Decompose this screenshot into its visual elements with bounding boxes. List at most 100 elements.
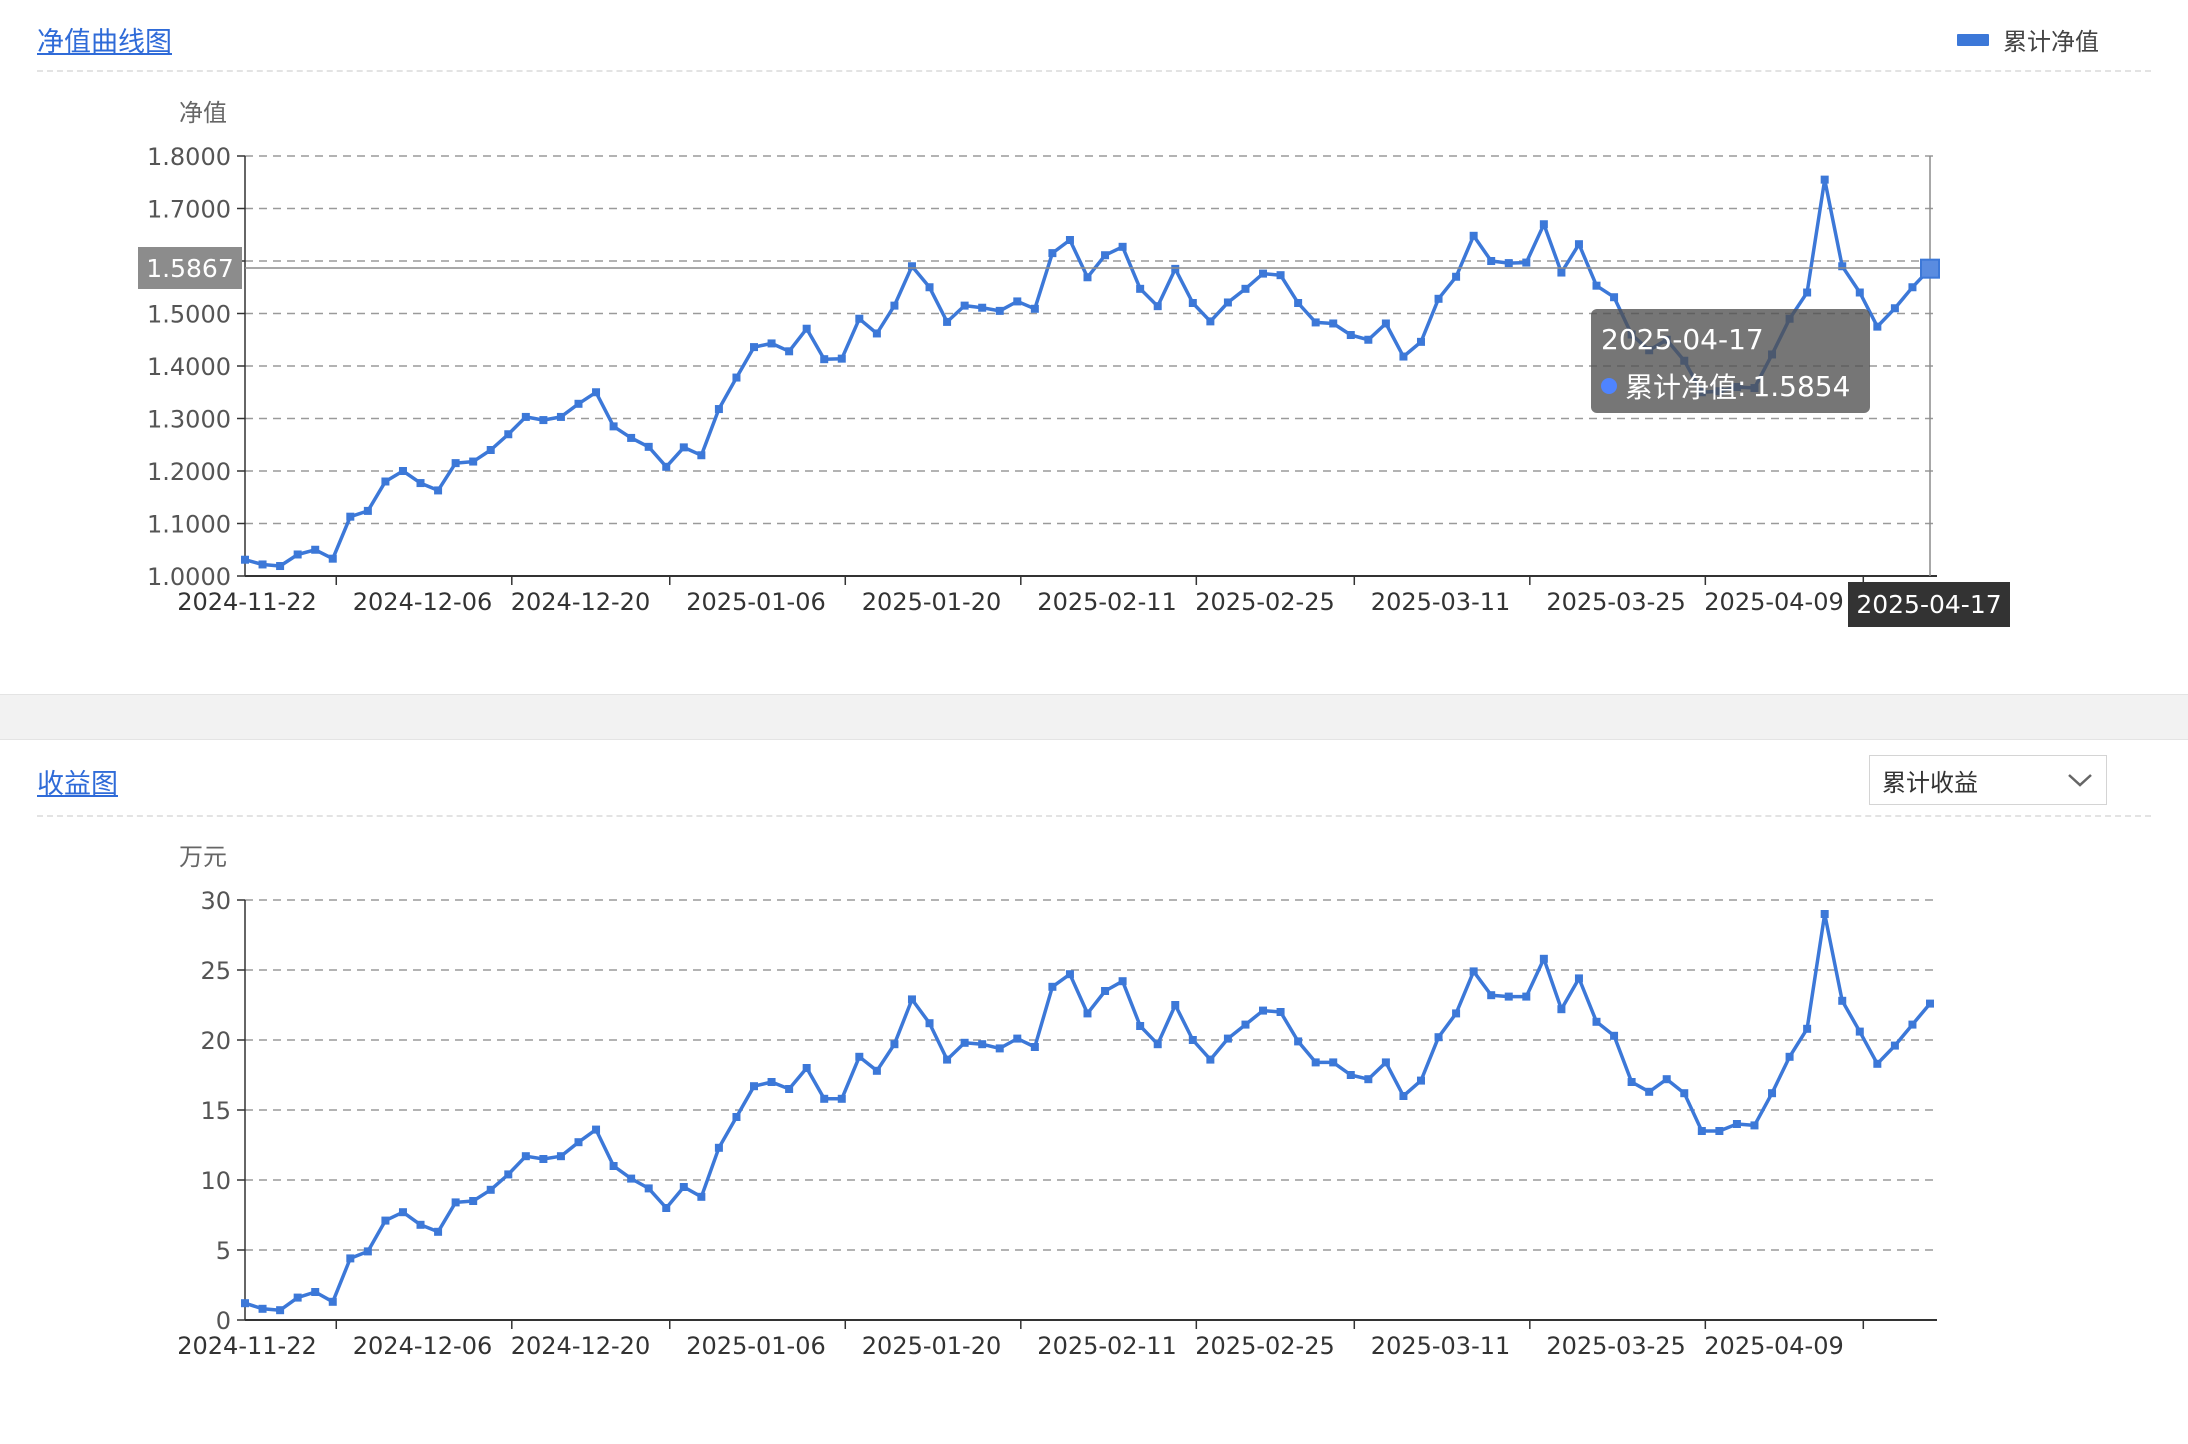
data-point [960,301,969,310]
data-point [1522,258,1531,267]
data-point [398,1208,407,1217]
data-point [1381,319,1390,328]
data-point [1487,257,1496,265]
nav-panel-title[interactable]: 净值曲线图 [37,27,172,58]
data-point [592,388,601,397]
data-point [609,1162,618,1170]
data-point [1627,1078,1636,1086]
x-tick-label: 2024-12-06 [353,588,492,616]
data-point [469,457,478,466]
data-point [1873,322,1882,331]
data-point [995,306,1004,315]
data-point [1803,288,1812,297]
data-point [1118,242,1127,251]
data-point [995,1044,1004,1053]
data-point [890,301,899,310]
x-tick-label: 2025-02-11 [1037,588,1176,616]
x-tick-label: 2025-01-06 [686,1332,825,1360]
data-point [328,1297,337,1306]
data-point [644,1184,653,1193]
data-point [1118,977,1127,986]
data-point [907,995,916,1004]
data-point [539,1155,548,1163]
nav-header-divider [37,70,2151,72]
data-point [381,1216,390,1225]
data-point [1276,271,1285,280]
data-point [662,1204,671,1212]
y-tick-label: 15 [200,1097,231,1125]
data-point [1522,992,1531,1001]
data-point [293,1293,302,1302]
data-point [1890,1041,1899,1050]
data-point [1680,1089,1689,1098]
data-point [644,442,653,451]
data-point [1311,318,1320,327]
data-point [732,373,741,382]
x-tick-label: 2025-01-20 [862,588,1001,616]
data-point [381,477,390,486]
x-tick-label: 2024-12-20 [511,588,650,616]
data-point [1768,1089,1777,1098]
data-point [1101,251,1110,260]
profit-type-select[interactable]: 累计收益 [1869,755,2107,805]
data-point [837,354,846,363]
data-point [767,339,776,348]
data-point [1592,1017,1601,1026]
data-point [1539,954,1548,963]
data-point [802,1064,811,1072]
data-point [346,512,355,521]
data-point [293,550,302,559]
data-point [504,430,513,439]
data-point [1820,910,1829,918]
data-point [872,329,881,338]
data-point [1101,987,1110,995]
data-point [1592,281,1601,290]
profit-line-chart[interactable]: 万元 0 5 10 15 20 25 30 2024-11-22 2024-12-06 2024-1… [0,740,2188,1440]
data-point [1259,1006,1268,1015]
nav-tooltip: 2025-04-17 累计净值 : 1.5854 [1591,309,1870,413]
data-point [1838,262,1847,271]
data-point [1346,1071,1355,1079]
chevron-down-icon [2066,771,2094,789]
data-point [1153,1040,1162,1049]
data-point [434,486,443,495]
data-point [697,451,706,460]
x-tick-label: 2025-02-11 [1037,1332,1176,1360]
data-point [1416,1076,1425,1085]
y-tick-label: 30 [200,887,231,915]
data-point [1206,1055,1215,1064]
tooltip-series-name: 累计净值 [1625,371,1738,404]
data-point [750,343,759,352]
data-point [1065,970,1074,979]
data-point [960,1038,969,1047]
data-point [363,506,372,515]
data-point [451,459,460,468]
data-point [1574,974,1583,983]
data-point [1838,996,1847,1005]
data-point [434,1227,443,1236]
data-point [1381,1058,1390,1067]
data-point [1908,1020,1917,1029]
data-point [978,303,987,312]
x-tick-label: 2024-12-06 [353,1332,492,1360]
data-point [907,262,916,271]
data-point [1171,264,1180,273]
data-point [627,1174,636,1183]
y-tick-label: 1.3000 [147,406,231,434]
nav-legend[interactable]: 累计净值 [1957,22,2099,57]
data-point [1030,1043,1039,1051]
data-point [1223,1034,1232,1043]
data-point [820,1094,829,1103]
data-point [890,1040,899,1049]
data-point [943,1055,952,1064]
data-point [978,1040,987,1049]
x-tick-label: 2025-03-25 [1546,588,1685,616]
data-point [363,1247,372,1256]
profit-panel-title[interactable]: 收益图 [37,769,118,800]
panel-gap [0,694,2188,740]
data-point [1241,284,1250,293]
data-point [714,405,723,414]
y-tick-label: 1.4000 [147,353,231,381]
y-tick-label: 25 [200,957,231,985]
nav-chart-panel: 净值曲线图 累计净值 净值 1.0000 1.1000 1.2000 1.3000 1.4… [0,0,2188,694]
